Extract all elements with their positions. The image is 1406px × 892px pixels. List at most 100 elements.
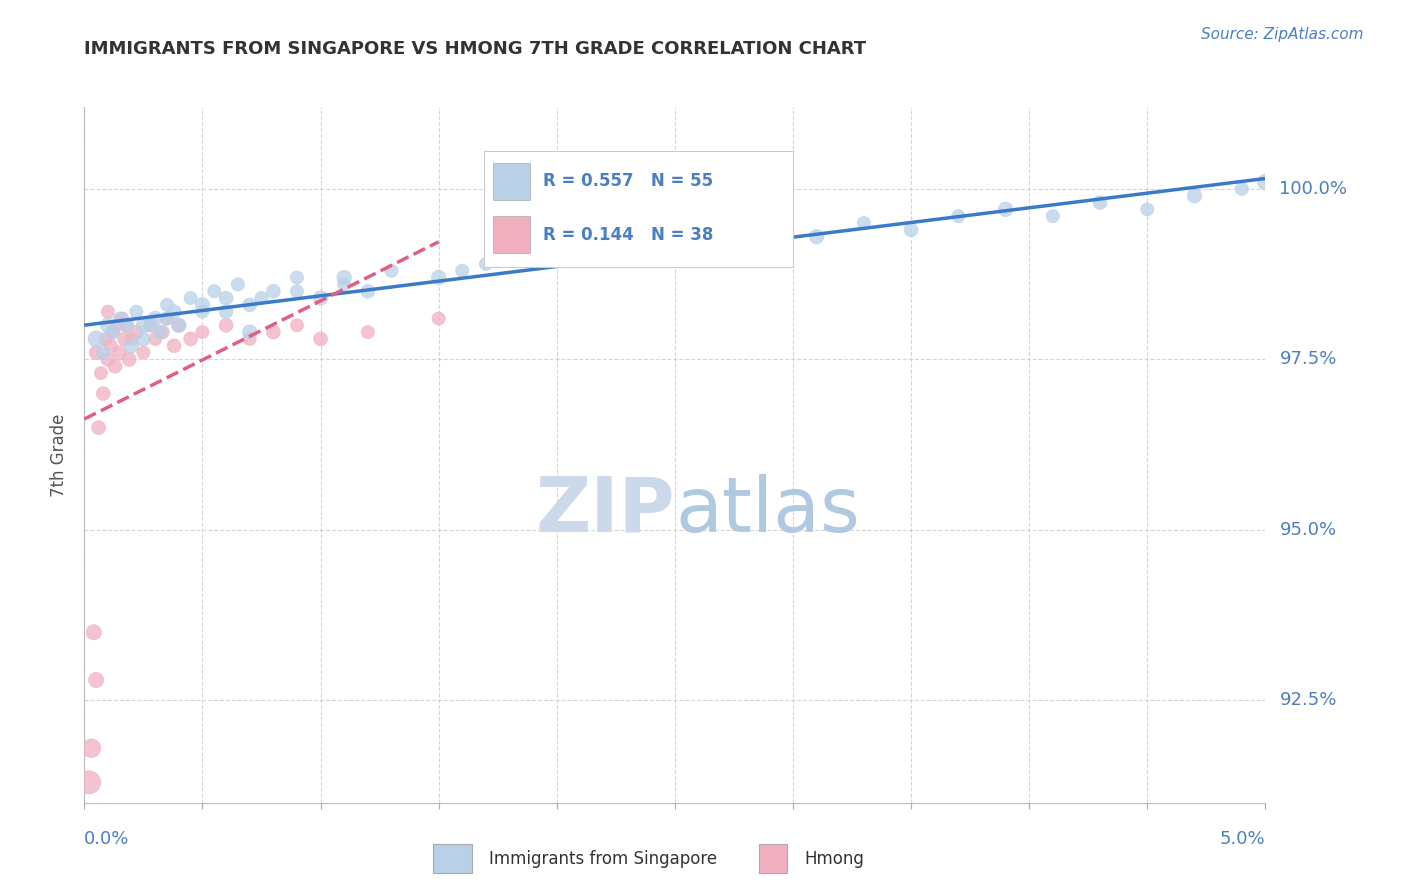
Text: 5.0%: 5.0% xyxy=(1220,830,1265,847)
Point xyxy=(125,325,148,339)
Point xyxy=(333,270,356,285)
Point xyxy=(80,741,103,756)
Point xyxy=(202,284,225,298)
Point xyxy=(84,673,107,687)
Point xyxy=(139,318,162,333)
Point xyxy=(114,332,136,346)
Point xyxy=(285,318,308,333)
Point xyxy=(91,345,114,359)
Point xyxy=(1230,182,1253,196)
Bar xyxy=(494,162,530,200)
Point xyxy=(357,325,380,339)
Point xyxy=(121,332,143,346)
Point xyxy=(215,318,238,333)
Bar xyxy=(759,844,787,873)
Point xyxy=(215,291,238,305)
Point xyxy=(309,291,332,305)
Text: Hmong: Hmong xyxy=(804,849,865,868)
Point xyxy=(167,318,190,333)
Point xyxy=(191,304,214,318)
Point xyxy=(262,284,284,298)
Point xyxy=(132,345,155,359)
Point xyxy=(616,250,638,264)
Point xyxy=(108,345,131,359)
Point xyxy=(111,311,134,326)
Point xyxy=(143,311,166,326)
Text: 97.5%: 97.5% xyxy=(1279,351,1337,368)
Point xyxy=(357,284,380,298)
Point xyxy=(98,339,121,353)
Point xyxy=(451,264,474,278)
Point xyxy=(191,325,214,339)
Point xyxy=(156,311,179,326)
Y-axis label: 7th Grade: 7th Grade xyxy=(51,413,69,497)
Point xyxy=(104,359,127,374)
Point xyxy=(427,311,450,326)
Point xyxy=(250,291,273,305)
Text: ZIP: ZIP xyxy=(536,474,675,548)
Point xyxy=(285,270,308,285)
Point xyxy=(948,209,970,223)
Point xyxy=(475,257,498,271)
Point xyxy=(333,277,356,292)
Point xyxy=(1254,175,1277,189)
Text: 95.0%: 95.0% xyxy=(1279,521,1337,539)
Point xyxy=(163,304,186,318)
Point xyxy=(108,311,131,326)
Point xyxy=(285,284,308,298)
Point xyxy=(191,298,214,312)
Point xyxy=(239,298,262,312)
Point xyxy=(180,291,202,305)
Point xyxy=(852,216,875,230)
Point xyxy=(215,304,238,318)
Text: R = 0.557   N = 55: R = 0.557 N = 55 xyxy=(543,172,713,190)
Point xyxy=(262,325,284,339)
Text: R = 0.144   N = 38: R = 0.144 N = 38 xyxy=(543,226,713,244)
Point xyxy=(150,325,173,339)
Point xyxy=(132,332,155,346)
Point xyxy=(84,345,107,359)
Text: 92.5%: 92.5% xyxy=(1279,691,1337,709)
Point xyxy=(77,775,100,789)
Point xyxy=(97,304,120,318)
Point xyxy=(309,332,332,346)
Point xyxy=(806,229,828,244)
Point xyxy=(994,202,1017,217)
Point xyxy=(87,420,110,434)
Point xyxy=(143,332,166,346)
Point xyxy=(107,318,129,333)
Point xyxy=(139,318,162,333)
Point xyxy=(97,318,120,333)
Point xyxy=(94,332,117,346)
Text: 100.0%: 100.0% xyxy=(1279,180,1347,198)
Point xyxy=(163,339,186,353)
Point xyxy=(1136,202,1159,217)
Point xyxy=(97,352,120,367)
Text: 0.0%: 0.0% xyxy=(84,830,129,847)
Point xyxy=(1042,209,1064,223)
Point xyxy=(132,318,155,333)
Text: IMMIGRANTS FROM SINGAPORE VS HMONG 7TH GRADE CORRELATION CHART: IMMIGRANTS FROM SINGAPORE VS HMONG 7TH G… xyxy=(84,40,866,58)
Point xyxy=(115,318,138,333)
Point xyxy=(115,318,138,333)
Point xyxy=(226,277,249,292)
Point xyxy=(118,352,141,367)
Point xyxy=(239,325,262,339)
Point xyxy=(569,244,592,258)
Point xyxy=(156,311,179,326)
Point xyxy=(522,250,544,264)
Point xyxy=(167,318,190,333)
Point xyxy=(427,270,450,285)
Bar xyxy=(494,216,530,253)
Point xyxy=(101,325,124,339)
Point xyxy=(156,298,179,312)
Point xyxy=(91,386,114,401)
Point xyxy=(83,625,105,640)
Point xyxy=(900,223,922,237)
Text: atlas: atlas xyxy=(675,474,859,548)
Point xyxy=(758,223,780,237)
Point xyxy=(149,325,172,339)
Point xyxy=(380,264,402,278)
Point xyxy=(239,332,262,346)
Point xyxy=(1184,188,1206,202)
